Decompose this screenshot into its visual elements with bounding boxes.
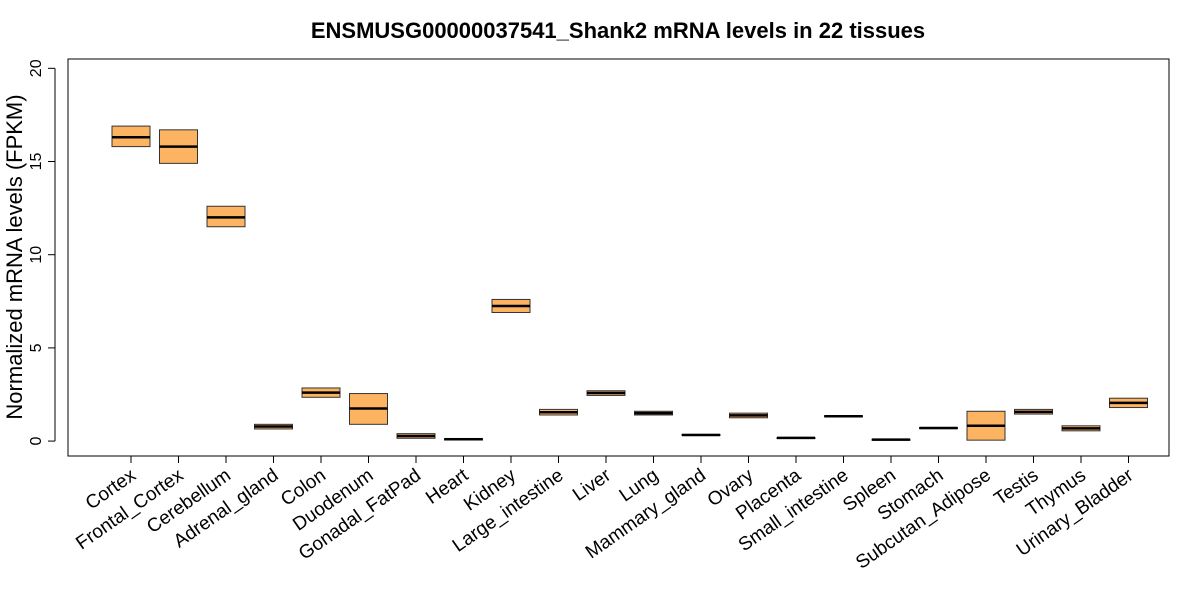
box-series xyxy=(111,125,1148,441)
plot-area-frame xyxy=(67,58,1170,457)
chart-title: ENSMUSG00000037541_Shank2 mRNA levels in… xyxy=(311,18,925,43)
y-tick-label: 0 xyxy=(28,437,45,446)
y-tick-label: 15 xyxy=(28,153,45,171)
y-axis-label: Normalized mRNA levels (FPKM) xyxy=(2,94,27,419)
x-axis-labels: CortexFrontal_CortexCerebellumAdrenal_gl… xyxy=(72,456,1138,574)
x-tick-label: Liver xyxy=(569,465,615,506)
y-tick-label: 20 xyxy=(28,59,45,77)
y-tick-label: 10 xyxy=(28,246,45,264)
y-tick-label: 5 xyxy=(28,343,45,352)
y-axis: 0 5 10 15 20 xyxy=(28,59,56,446)
